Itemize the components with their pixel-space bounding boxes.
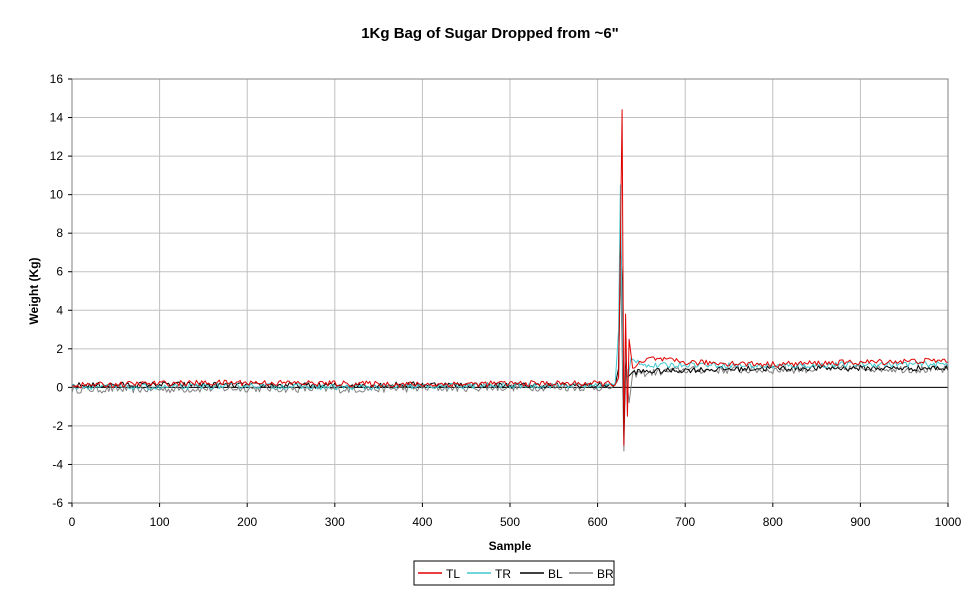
y-tick-label: 6 <box>56 265 63 279</box>
chart-title: 1Kg Bag of Sugar Dropped from ~6" <box>361 25 619 42</box>
x-tick-label: 700 <box>675 515 695 529</box>
x-tick-label: 100 <box>150 515 170 529</box>
y-axis-label: Weight (Kg) <box>27 257 41 324</box>
x-tick-label: 800 <box>763 515 783 529</box>
x-tick-label: 600 <box>588 515 608 529</box>
y-tick-label: 0 <box>56 380 63 394</box>
x-axis-label: Sample <box>489 539 532 553</box>
x-tick-label: 300 <box>325 515 345 529</box>
x-axis-ticks: 0 100 200 300 400 500 600 700 800 900 1000 <box>69 503 962 529</box>
legend-label-tl: TL <box>446 567 460 581</box>
y-tick-label: 12 <box>50 149 64 163</box>
y-tick-label: 14 <box>50 111 64 125</box>
legend: TL TR BL BR <box>413 560 615 586</box>
x-tick-label: 200 <box>237 515 257 529</box>
y-tick-label: -6 <box>52 496 63 510</box>
x-tick-label: 900 <box>850 515 870 529</box>
x-tick-label: 1000 <box>935 515 962 529</box>
y-tick-label: 4 <box>56 303 63 317</box>
y-tick-label: 10 <box>50 188 64 202</box>
legend-label-bl: BL <box>548 567 563 581</box>
series-line-tl <box>71 109 949 446</box>
series-line-tr <box>71 184 949 408</box>
y-tick-label: 2 <box>56 342 63 356</box>
legend-label-tr: TR <box>495 567 511 581</box>
plot-area <box>71 78 949 504</box>
x-tick-label: 400 <box>412 515 432 529</box>
y-tick-label: -4 <box>52 457 63 471</box>
y-axis-ticks: -6 -4 -2 0 2 4 6 8 10 12 14 16 <box>50 72 72 510</box>
legend-label-br: BR <box>597 567 614 581</box>
series-layer <box>71 109 949 452</box>
y-tick-label: 16 <box>50 72 64 86</box>
y-tick-label: -2 <box>52 419 63 433</box>
x-tick-label: 0 <box>69 515 76 529</box>
y-tick-label: 8 <box>56 226 63 240</box>
x-tick-label: 500 <box>500 515 520 529</box>
